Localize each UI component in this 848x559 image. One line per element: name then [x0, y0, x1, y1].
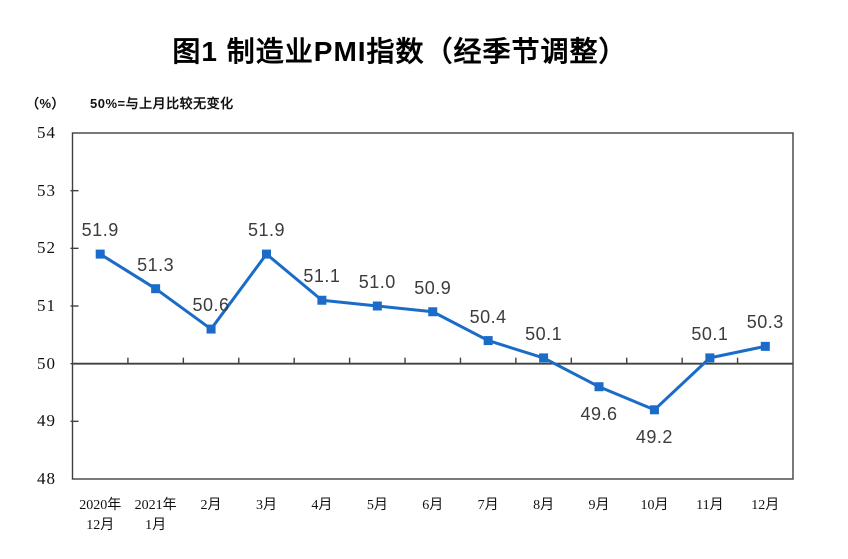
data-point-label: 50.9	[414, 277, 452, 298]
data-point-marker	[594, 382, 604, 392]
data-point-marker	[206, 324, 216, 334]
y-axis-tick-label: 53	[37, 180, 56, 200]
data-point-label: 49.6	[580, 403, 618, 424]
data-point-label: 50.3	[746, 312, 784, 333]
data-point-marker	[483, 336, 493, 346]
data-point-marker	[261, 249, 271, 259]
x-axis-category-label: 7月	[477, 498, 499, 513]
x-axis-category-label: 12月	[751, 498, 780, 513]
x-axis-category-label: 9月	[588, 498, 610, 513]
data-point-label: 51.3	[137, 254, 175, 275]
data-point-label: 50.4	[469, 306, 507, 327]
y-axis-tick-label: 50	[37, 353, 56, 373]
data-point-label: 50.6	[192, 295, 230, 316]
y-axis-tick-label: 52	[37, 238, 56, 258]
y-axis-tick-label: 54	[37, 123, 56, 142]
data-point-marker	[760, 341, 770, 351]
data-point-label: 51.0	[358, 272, 396, 292]
data-point-marker	[95, 249, 105, 259]
data-point-label: 51.9	[247, 220, 285, 241]
x-axis-category-label: 10月	[640, 498, 669, 513]
y-axis-tick-label: 48	[37, 469, 56, 488]
data-point-label: 51.9	[81, 220, 119, 241]
data-point-label: 49.2	[635, 426, 673, 447]
data-point-label: 50.1	[525, 323, 563, 344]
data-point-label: 51.1	[303, 266, 341, 287]
reference-note-label: 50%=与上月比较无变化	[90, 96, 234, 111]
data-point-marker	[151, 284, 161, 294]
x-axis-category-label: 5月	[366, 498, 388, 513]
data-point-label: 50.1	[691, 323, 729, 344]
data-point-marker	[317, 295, 327, 305]
y-axis-unit-label: （%）	[26, 96, 66, 111]
data-point-marker	[539, 353, 549, 363]
data-point-marker	[705, 353, 715, 363]
data-point-marker	[372, 301, 382, 311]
x-axis-category-label: 3月	[255, 498, 277, 513]
x-axis-category-label: 6月	[422, 498, 444, 513]
y-axis-tick-label: 51	[37, 296, 56, 315]
x-axis-category-label: 2021年 1月	[134, 498, 177, 533]
chart-title: 图1 制造业PMI指数（经季节调整）	[172, 36, 628, 67]
x-axis-category-label: 2020年 12月	[79, 498, 122, 533]
data-point-marker	[428, 307, 438, 317]
x-axis-category-label: 2月	[200, 498, 222, 513]
x-axis-category-label: 8月	[533, 498, 555, 513]
data-point-marker	[649, 405, 659, 415]
y-axis-tick-label: 49	[37, 411, 56, 431]
x-axis-category-label: 4月	[311, 498, 333, 513]
x-axis-category-label: 11月	[696, 498, 724, 513]
